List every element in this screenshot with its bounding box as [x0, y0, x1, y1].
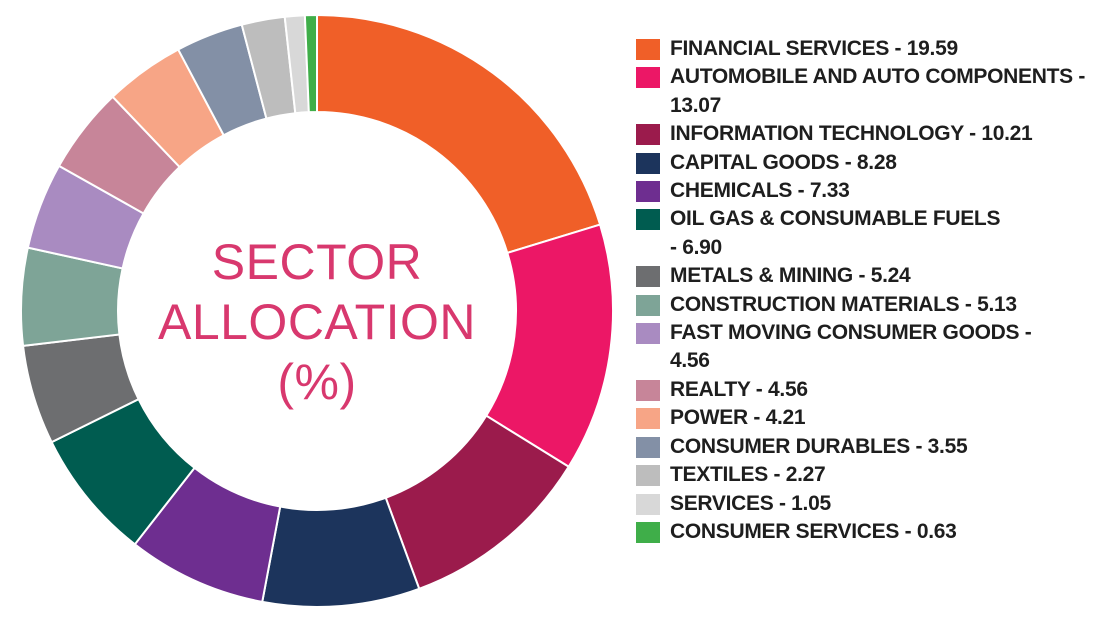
legend-swatch	[636, 266, 660, 288]
legend-label: FAST MOVING CONSUMER GOODS -4.56	[670, 321, 1032, 373]
legend-label: CHEMICALS - 7.33	[670, 179, 850, 203]
chart-legend: FINANCIAL SERVICES - 19.59 AUTOMOBILE AND…	[636, 35, 1112, 546]
legend-swatch	[636, 39, 660, 60]
legend-swatch	[636, 493, 660, 515]
legend-label: CONSUMER DURABLES - 3.55	[670, 434, 968, 458]
legend-swatch	[636, 209, 660, 231]
legend-item: FINANCIAL SERVICES - 19.59	[636, 35, 1112, 63]
legend-item: FAST MOVING CONSUMER GOODS -4.56	[636, 319, 1112, 376]
legend-item: METALS & MINING - 5.24	[636, 262, 1112, 290]
legend-swatch	[636, 521, 660, 543]
legend-label: POWER - 4.21	[670, 406, 806, 430]
donut-slice	[303, 13, 318, 114]
legend-label: AUTOMOBILE AND AUTO COMPONENTS -13.07	[670, 65, 1086, 117]
sector-allocation-donut	[20, 13, 614, 608]
legend-item: CONSUMER SERVICES - 0.63	[636, 518, 1112, 546]
legend-item: INFORMATION TECHNOLOGY - 10.21	[636, 120, 1112, 148]
chart-title-line-3: (%)	[277, 354, 357, 410]
legend-label: CONSUMER SERVICES - 0.63	[670, 519, 957, 543]
legend-label: CONSTRUCTION MATERIALS - 5.13	[670, 292, 1017, 316]
legend-label: METALS & MINING - 5.24	[670, 264, 911, 288]
legend-label: REALTY - 4.56	[670, 377, 808, 401]
legend-label: CAPITAL GOODS - 8.28	[670, 150, 897, 174]
chart-title-line-1: SECTOR	[211, 234, 423, 290]
donut-slice	[316, 13, 602, 255]
legend-swatch	[636, 436, 660, 458]
legend-item: CAPITAL GOODS - 8.28	[636, 149, 1112, 177]
legend-item: POWER - 4.21	[636, 404, 1112, 432]
legend-item: OIL GAS & CONSUMABLE FUELS - 6.90	[636, 205, 1112, 262]
legend-label: TEXTILES - 2.27	[670, 463, 826, 487]
legend-swatch	[636, 408, 660, 430]
chart-title: SECTOR ALLOCATION (%)	[132, 232, 502, 412]
legend-label: INFORMATION TECHNOLOGY - 10.21	[670, 122, 1033, 146]
legend-item: AUTOMOBILE AND AUTO COMPONENTS -13.07	[636, 63, 1112, 120]
legend-swatch	[636, 323, 660, 345]
legend-item: CHEMICALS - 7.33	[636, 177, 1112, 205]
legend-label: SERVICES - 1.05	[670, 491, 831, 515]
legend-item: CONSTRUCTION MATERIALS - 5.13	[636, 291, 1112, 319]
chart-title-line-2: ALLOCATION	[157, 294, 477, 350]
legend-swatch	[636, 67, 660, 89]
legend-swatch	[636, 379, 660, 401]
legend-swatch	[636, 465, 660, 487]
legend-item: REALTY - 4.56	[636, 376, 1112, 404]
legend-item: SERVICES - 1.05	[636, 490, 1112, 518]
legend-swatch	[636, 181, 660, 203]
legend-label: FINANCIAL SERVICES - 19.59	[670, 37, 958, 60]
legend-swatch	[636, 294, 660, 316]
legend-label: OIL GAS & CONSUMABLE FUELS - 6.90	[670, 207, 1001, 259]
legend-swatch	[636, 124, 660, 146]
legend-item: TEXTILES - 2.27	[636, 461, 1112, 489]
legend-swatch	[636, 152, 660, 174]
legend-item: CONSUMER DURABLES - 3.55	[636, 433, 1112, 461]
